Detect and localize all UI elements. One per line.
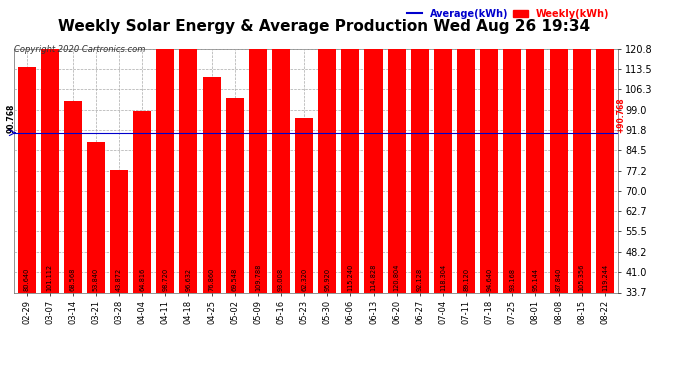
Text: 87.840: 87.840: [555, 268, 562, 291]
Bar: [17, 67, 36, 292]
Bar: [318, 24, 336, 292]
Text: 80.640: 80.640: [23, 268, 30, 291]
Bar: [295, 118, 313, 292]
Text: 53.840: 53.840: [93, 268, 99, 291]
Bar: [110, 170, 128, 292]
Text: 120.804: 120.804: [393, 264, 400, 291]
Bar: [503, 32, 522, 292]
Bar: [526, 26, 544, 292]
Text: Copyright 2020 Cartronics.com: Copyright 2020 Cartronics.com: [14, 45, 145, 54]
Text: 64.816: 64.816: [139, 268, 145, 291]
Bar: [480, 28, 498, 292]
Text: 119.244: 119.244: [602, 264, 608, 291]
Bar: [87, 142, 105, 292]
Text: 62.320: 62.320: [301, 268, 307, 291]
Bar: [573, 0, 591, 292]
Bar: [179, 22, 197, 293]
Bar: [203, 77, 221, 292]
Text: 114.828: 114.828: [371, 264, 377, 291]
Text: 93.008: 93.008: [278, 268, 284, 291]
Bar: [388, 0, 406, 292]
Text: 76.860: 76.860: [208, 268, 215, 291]
Bar: [226, 98, 244, 292]
Bar: [63, 100, 82, 292]
Legend: Average(kWh), Weekly(kWh): Average(kWh), Weekly(kWh): [404, 5, 613, 22]
Text: 95.920: 95.920: [324, 268, 331, 291]
Text: 109.788: 109.788: [255, 264, 261, 291]
Bar: [272, 32, 290, 292]
Bar: [364, 0, 382, 292]
Bar: [595, 0, 614, 292]
Bar: [457, 43, 475, 292]
Text: 93.168: 93.168: [509, 268, 515, 291]
Text: 89.120: 89.120: [463, 268, 469, 291]
Text: 90.768: 90.768: [7, 104, 16, 133]
Text: 69.548: 69.548: [232, 268, 238, 291]
Text: Weekly Solar Energy & Average Production Wed Aug 26 19:34: Weekly Solar Energy & Average Production…: [58, 19, 591, 34]
Text: 95.144: 95.144: [533, 268, 538, 291]
Bar: [41, 9, 59, 292]
Text: 43.872: 43.872: [116, 268, 122, 291]
Bar: [342, 0, 359, 292]
Bar: [249, 0, 267, 292]
Bar: [157, 16, 175, 292]
Bar: [549, 46, 568, 292]
Bar: [411, 34, 428, 292]
Bar: [434, 0, 452, 292]
Text: 96.632: 96.632: [186, 268, 191, 291]
Text: 94.640: 94.640: [486, 268, 492, 291]
Text: 92.128: 92.128: [417, 268, 423, 291]
Text: 115.240: 115.240: [347, 264, 353, 291]
Text: 118.304: 118.304: [440, 264, 446, 291]
Text: 98.720: 98.720: [162, 268, 168, 291]
Text: 105.356: 105.356: [579, 264, 584, 291]
Text: 101.112: 101.112: [47, 264, 52, 291]
Text: +90.768: +90.768: [617, 97, 626, 133]
Text: 68.568: 68.568: [70, 268, 76, 291]
Bar: [133, 111, 151, 292]
